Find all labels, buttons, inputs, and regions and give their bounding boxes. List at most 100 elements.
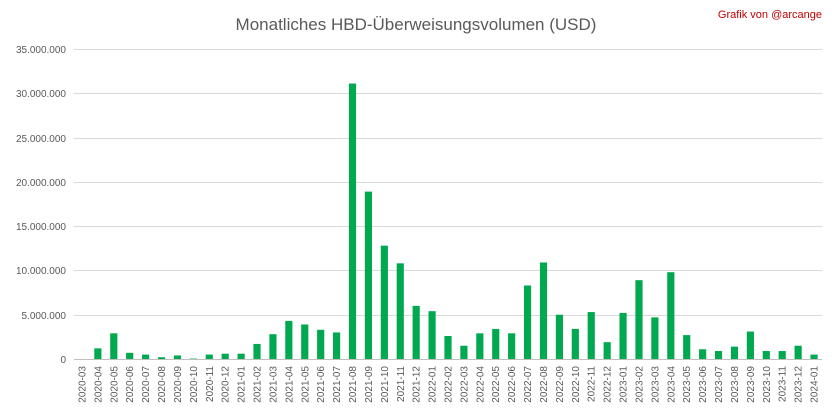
x-tick-label: 2021-03 xyxy=(268,366,279,403)
bar-2021-07 xyxy=(333,332,341,359)
bar-2020-11 xyxy=(205,354,213,359)
bar-2022-11 xyxy=(587,312,595,359)
x-tick-label: 2022-06 xyxy=(507,366,518,403)
x-tick-label: 2021-07 xyxy=(332,366,343,403)
bar-2022-05 xyxy=(492,328,500,359)
bar-2020-04 xyxy=(94,348,102,359)
bar-2023-01 xyxy=(619,312,627,359)
bar-2023-09 xyxy=(746,331,754,359)
x-tick-label: 2023-06 xyxy=(698,366,709,403)
x-tick-label: 2022-05 xyxy=(491,366,502,403)
x-tick-label: 2020-05 xyxy=(109,366,120,403)
x-tick-label: 2021-01 xyxy=(237,366,248,403)
x-tick-label: 2023-10 xyxy=(762,366,773,403)
bar-2023-04 xyxy=(667,272,675,359)
y-axis-tick-labels: 0 5.000.000 10.000.000 15.000.000 20.000.000… xyxy=(16,45,67,366)
x-tick-label: 2022-09 xyxy=(555,366,566,403)
bar-2021-01 xyxy=(237,353,245,359)
bar-2020-08 xyxy=(157,357,166,359)
x-tick-label: 2023-03 xyxy=(650,366,661,403)
x-tick-label: 2020-11 xyxy=(205,366,216,402)
y-tick-label: 0 xyxy=(60,355,66,366)
x-tick-label: 2021-02 xyxy=(253,366,264,403)
x-tick-label: 2023-11 xyxy=(778,366,789,402)
bar-2020-12 xyxy=(221,353,229,359)
x-tick-label: 2023-05 xyxy=(682,366,693,403)
x-tick-label: 2022-03 xyxy=(459,366,470,403)
x-tick-label: 2022-01 xyxy=(428,366,439,403)
x-tick-label: 2020-08 xyxy=(157,366,168,403)
bar-2023-03 xyxy=(651,317,659,359)
bar-2020-06 xyxy=(126,352,134,359)
x-tick-label: 2023-08 xyxy=(730,366,741,403)
x-tick-label: 2020-06 xyxy=(125,366,136,403)
x-tick-label: 2020-03 xyxy=(77,366,88,403)
bar-2022-06 xyxy=(508,333,516,359)
y-tick-label: 35.000.000 xyxy=(16,45,66,56)
x-tick-label: 2022-02 xyxy=(444,366,455,403)
x-tick-label: 2023-12 xyxy=(794,366,805,403)
y-tick-label: 20.000.000 xyxy=(16,178,66,189)
x-tick-label: 2023-01 xyxy=(619,366,630,403)
bar-2021-03 xyxy=(269,334,277,359)
y-tick-label: 25.000.000 xyxy=(16,134,66,145)
x-tick-label: 2020-09 xyxy=(173,366,184,403)
x-tick-label: 2022-10 xyxy=(571,366,582,403)
bar-2023-05 xyxy=(683,335,691,359)
bar-2022-09 xyxy=(555,314,563,359)
x-tick-label: 2022-11 xyxy=(587,366,598,402)
x-tick-label: 2021-06 xyxy=(316,366,327,403)
x-tick-label: 2023-09 xyxy=(746,366,757,403)
x-tick-label: 2021-12 xyxy=(412,366,423,403)
x-tick-label: 2023-04 xyxy=(666,366,677,403)
x-tick-label: 2021-04 xyxy=(284,366,295,403)
bar-2021-11 xyxy=(396,263,404,359)
x-tick-label: 2021-10 xyxy=(380,366,391,403)
bar-2021-12 xyxy=(412,305,420,359)
x-tick-label: 2021-09 xyxy=(364,366,375,403)
gridlines xyxy=(74,49,822,316)
bars xyxy=(94,83,818,359)
bar-2020-09 xyxy=(173,355,182,359)
bar-2021-05 xyxy=(301,324,309,359)
chart-credit: Grafik von @arcange xyxy=(718,9,822,21)
x-tick-label: 2020-07 xyxy=(141,366,152,403)
bar-2023-07 xyxy=(714,351,723,359)
bar-2021-04 xyxy=(285,320,293,359)
bar-2022-12 xyxy=(603,342,611,359)
x-tick-label: 2022-12 xyxy=(603,366,614,403)
y-tick-label: 5.000.000 xyxy=(22,311,67,322)
x-tick-label: 2024-01 xyxy=(810,366,821,403)
bar-2022-08 xyxy=(539,262,548,359)
bar-2021-08 xyxy=(348,83,357,359)
bar-2023-12 xyxy=(794,345,802,359)
bar-2021-10 xyxy=(380,245,388,359)
x-tick-label: 2021-11 xyxy=(396,366,407,402)
x-axis-tick-labels: 2020-03 2020-04 2020-05 2020-06 2020-07 2020-… xyxy=(77,366,820,403)
bar-2024-01 xyxy=(810,354,818,359)
chart-title: Monatliches HBD-Überweisungsvolumen (USD… xyxy=(236,15,597,34)
x-tick-label: 2021-05 xyxy=(300,366,311,403)
x-tick-label: 2020-10 xyxy=(189,366,200,403)
y-tick-label: 10.000.000 xyxy=(16,266,66,277)
y-tick-label: 30.000.000 xyxy=(16,89,66,100)
bar-2023-11 xyxy=(778,351,786,359)
x-tick-label: 2020-04 xyxy=(93,366,104,403)
bar-2022-07 xyxy=(523,285,532,359)
bar-2021-06 xyxy=(317,329,325,359)
x-tick-label: 2023-02 xyxy=(634,366,645,403)
bar-2022-01 xyxy=(428,311,436,359)
bar-2022-02 xyxy=(444,335,452,359)
bar-2023-06 xyxy=(699,349,707,359)
bar-2021-09 xyxy=(364,191,372,359)
bar-2023-08 xyxy=(730,346,739,359)
x-tick-label: 2023-07 xyxy=(714,366,725,403)
x-tick-label: 2021-08 xyxy=(348,366,359,403)
bar-2022-04 xyxy=(476,333,484,359)
x-tick-label: 2020-12 xyxy=(221,366,232,403)
bar-2022-10 xyxy=(571,328,579,359)
bar-2020-05 xyxy=(110,333,118,359)
bar-2023-10 xyxy=(762,351,770,359)
x-tick-label: 2022-08 xyxy=(539,366,550,403)
